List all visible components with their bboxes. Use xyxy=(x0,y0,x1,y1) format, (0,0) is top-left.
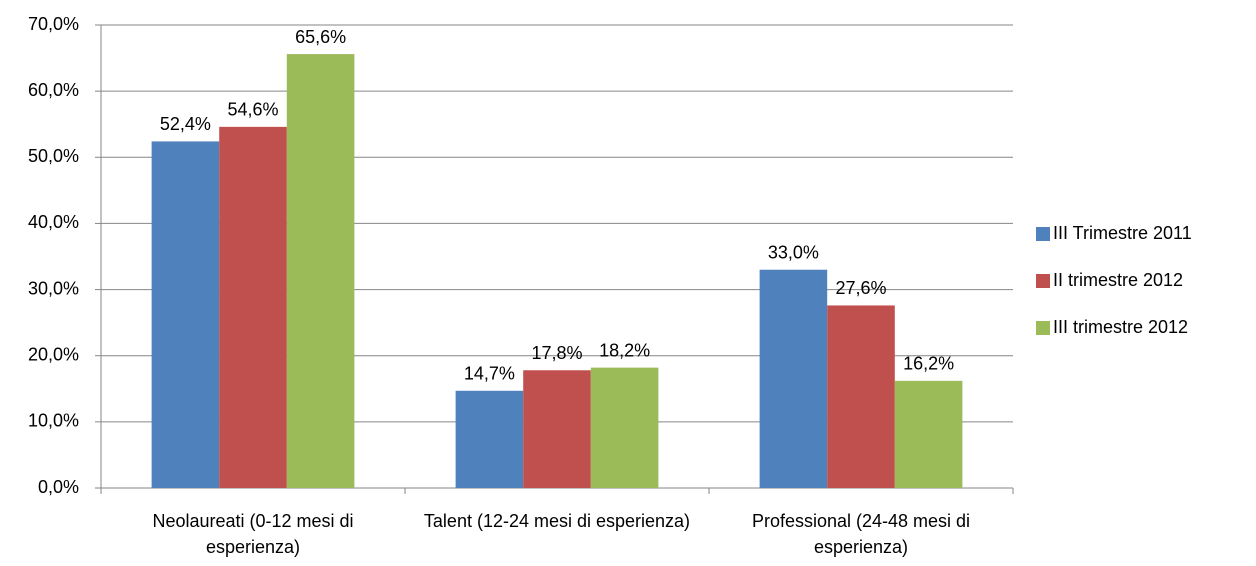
y-tick-label: 30,0% xyxy=(28,278,79,298)
data-label: 52,4% xyxy=(160,114,211,134)
bar xyxy=(151,141,220,488)
bar xyxy=(219,126,287,489)
bar xyxy=(523,370,591,488)
x-tick-label: Talent (12-24 mesi di esperienza) xyxy=(423,511,691,531)
data-label: 27,6% xyxy=(835,278,886,298)
legend-label: II trimestre 2012 xyxy=(1053,270,1183,290)
y-tick-label: 60,0% xyxy=(28,80,79,100)
bar xyxy=(894,380,963,488)
legend-label: III trimestre 2012 xyxy=(1053,317,1188,337)
data-label: 54,6% xyxy=(227,100,278,120)
bar xyxy=(286,54,355,489)
y-tick-label: 20,0% xyxy=(28,344,79,364)
y-tick-label: 70,0% xyxy=(28,14,79,34)
legend-swatch xyxy=(1036,321,1050,335)
x-tick-label: Professional (24-48 mesi di esperienza) xyxy=(751,511,971,557)
bar xyxy=(827,305,895,488)
bar xyxy=(590,367,659,488)
x-tick-label: Neolaureati (0-12 mesi di esperienza) xyxy=(152,511,354,557)
bar xyxy=(455,390,524,488)
data-label: 18,2% xyxy=(599,340,650,360)
y-tick-label: 40,0% xyxy=(28,212,79,232)
data-label: 14,7% xyxy=(464,364,515,384)
y-tick-label: 50,0% xyxy=(28,146,79,166)
bar xyxy=(759,269,828,488)
data-label: 17,8% xyxy=(531,343,582,363)
legend-label: III Trimestre 2011 xyxy=(1053,223,1192,243)
data-label: 33,0% xyxy=(768,242,819,262)
y-tick-label: 10,0% xyxy=(28,411,79,431)
data-label: 16,2% xyxy=(903,354,954,374)
legend-swatch xyxy=(1036,227,1050,241)
data-label: 65,6% xyxy=(295,27,346,47)
y-tick-label: 0,0% xyxy=(38,477,79,497)
legend-swatch xyxy=(1036,274,1050,288)
